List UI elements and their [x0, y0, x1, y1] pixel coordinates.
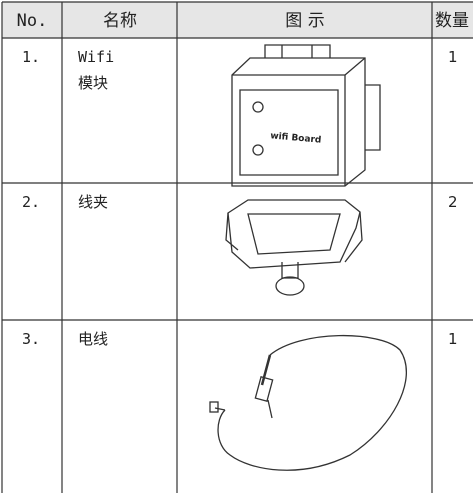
header-cell: No.	[17, 11, 48, 31]
row-number: 2.	[22, 193, 40, 211]
cable-drawing	[209, 334, 407, 471]
item-name: 模块	[78, 74, 108, 92]
item-name: 电线	[78, 330, 108, 348]
quantity: 1	[448, 48, 458, 66]
row-number: 3.	[22, 330, 40, 348]
item-name: 线夹	[78, 193, 108, 211]
illustration-label: wifi Board	[270, 131, 322, 145]
header-cell: 数量	[435, 11, 469, 31]
wifi-module-drawing	[231, 44, 381, 187]
item-name: Wifi	[78, 48, 114, 66]
row-number: 1.	[22, 48, 40, 66]
header-cell: 图 示	[285, 11, 324, 31]
header-cell: 名称	[103, 11, 137, 31]
quantity: 1	[448, 330, 458, 348]
clip-drawing	[225, 199, 363, 296]
quantity: 2	[448, 193, 458, 211]
header-bg	[2, 2, 473, 38]
